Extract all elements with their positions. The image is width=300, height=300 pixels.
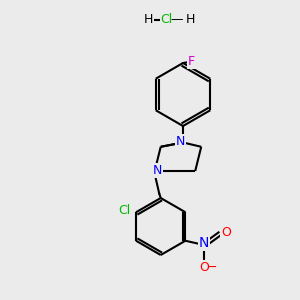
Text: −: −	[206, 261, 217, 274]
Text: O: O	[199, 261, 209, 274]
Text: H: H	[144, 13, 153, 26]
Text: Cl: Cl	[160, 13, 172, 26]
Text: Cl: Cl	[118, 204, 131, 217]
Text: N: N	[152, 164, 162, 177]
Text: O: O	[221, 226, 231, 239]
Text: —: —	[171, 13, 183, 26]
Text: H: H	[186, 13, 195, 26]
Text: N: N	[199, 236, 209, 250]
Text: F: F	[188, 55, 195, 68]
Text: N: N	[176, 135, 185, 148]
